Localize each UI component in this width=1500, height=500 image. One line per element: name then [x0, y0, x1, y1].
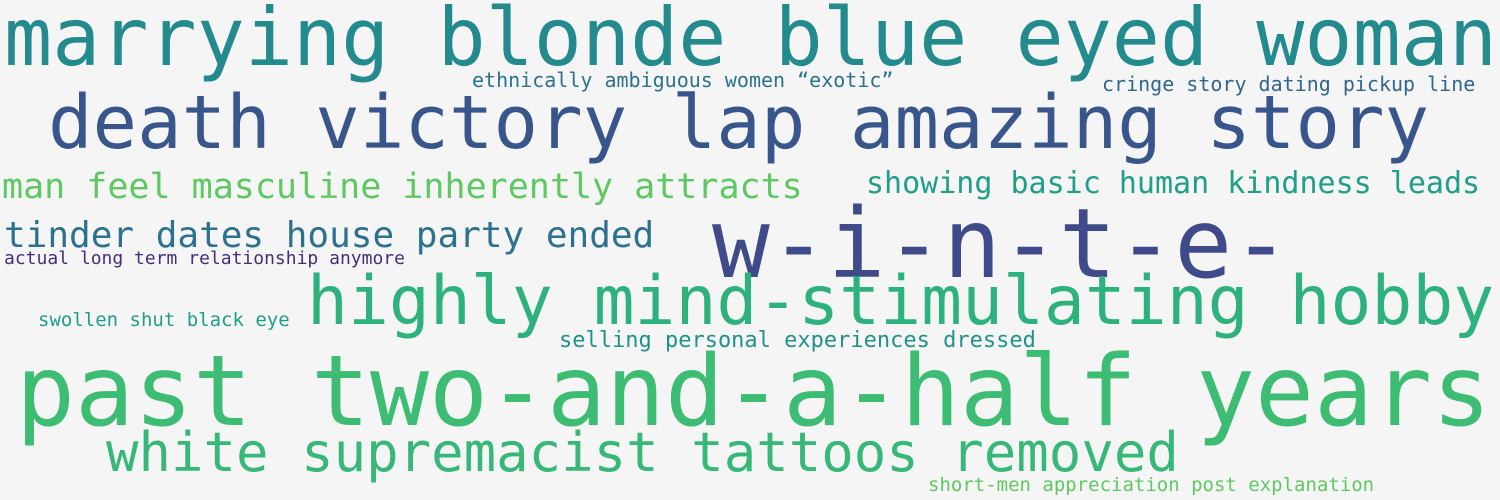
cloud-word-short-men-appreciation-post: short-men appreciation post explanation: [928, 474, 1375, 496]
cloud-word-ethnically-ambiguous-women: ethnically ambiguous women “exotic”: [472, 68, 894, 92]
cloud-word-selling-personal-experiences: selling personal experiences dressed: [559, 328, 1036, 353]
cloud-word-highly-mind-stimulating-hobby: highly mind-stimulating hobby: [307, 262, 1495, 341]
cloud-word-man-feel-masculine: man feel masculine inherently attracts: [2, 167, 803, 207]
cloud-word-past-two-and-a-half-years: past two-and-a-half years: [16, 335, 1492, 449]
cloud-word-tinder-dates-house-party: tinder dates house party ended: [4, 215, 655, 256]
cloud-word-winte: w-i-n-t-e-: [712, 188, 1290, 300]
cloud-word-showing-basic-human-kindness: showing basic human kindness leads: [866, 166, 1481, 201]
cloud-word-death-victory-lap-amazing-story: death victory lap amazing story: [48, 80, 1430, 166]
cloud-word-marrying-blonde-blue-eyed-woman: marrying blonde blue eyed woman: [4, 0, 1498, 84]
cloud-word-cringe-story-dating-pickup-line: cringe story dating pickup line: [1102, 72, 1476, 96]
cloud-word-white-supremacist-tattoos-removed: white supremacist tattoos removed: [106, 421, 1179, 484]
cloud-word-swollen-shut-black-eye: swollen shut black eye: [38, 309, 290, 331]
cloud-word-actual-long-term-relationship: actual long term relationship anymore: [4, 248, 405, 269]
